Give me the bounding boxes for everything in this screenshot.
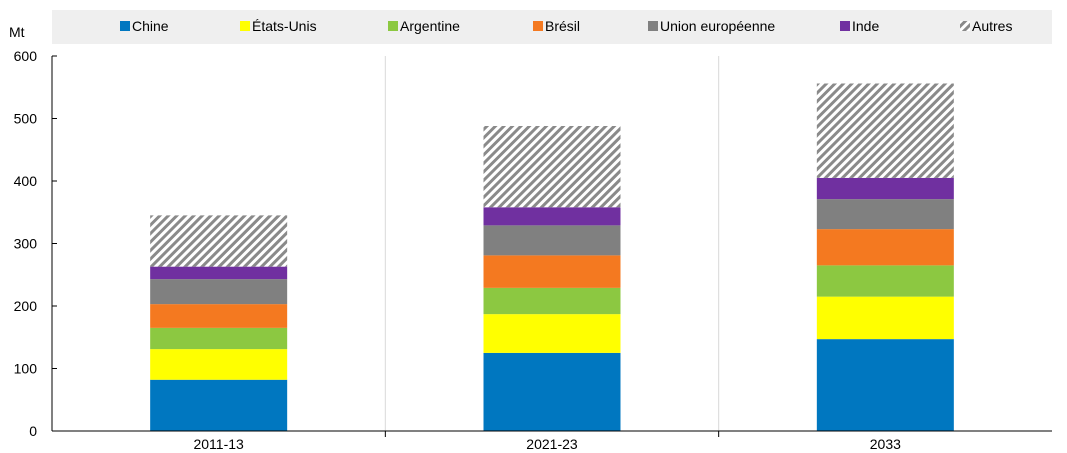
legend-swatch-autres	[960, 21, 970, 31]
bar-bresil-2021-23	[483, 255, 621, 288]
bar-chine-2021-23	[483, 352, 621, 431]
legend-label-etats-unis: États-Unis	[252, 18, 317, 34]
bar-etats-unis-2011-13	[150, 349, 288, 380]
bar-autres-2011-13	[150, 215, 288, 267]
legend-swatch-argentine	[388, 21, 398, 31]
legend-label-inde: Inde	[852, 18, 879, 34]
y-tick-label: 200	[14, 298, 38, 314]
bar-union-europeenne-2011-13	[150, 279, 288, 305]
y-tick-label: 300	[14, 236, 38, 252]
legend-swatch-bresil	[533, 21, 543, 31]
legend-label-autres: Autres	[972, 18, 1012, 34]
y-tick-label: 0	[29, 423, 37, 439]
bar-inde-2021-23	[483, 207, 621, 226]
legend-label-argentine: Argentine	[400, 18, 460, 34]
axes	[51, 55, 1052, 437]
legend-swatch-inde	[840, 21, 850, 31]
bar-bresil-2033	[816, 229, 954, 266]
bar-inde-2011-13	[150, 266, 288, 280]
bar-inde-2033	[816, 177, 954, 200]
bar-autres-2021-23	[483, 126, 621, 208]
x-tick-label: 2033	[870, 436, 901, 452]
bars	[150, 83, 954, 431]
legend-label-bresil: Brésil	[545, 18, 580, 34]
bar-chine-2033	[816, 339, 954, 431]
y-tick-label: 400	[14, 173, 38, 189]
legend-swatch-etats-unis	[240, 21, 250, 31]
bar-etats-unis-2021-23	[483, 314, 621, 353]
grid-lines	[384, 56, 720, 431]
bar-etats-unis-2033	[816, 296, 954, 340]
legend-label-union-europeenne: Union européenne	[660, 18, 775, 34]
y-tick-labels: 0 100 200 300 400 500 600	[14, 48, 38, 439]
y-tick-label: 600	[14, 48, 38, 64]
y-tick-label: 100	[14, 361, 38, 377]
legend-label-chine: Chine	[132, 18, 169, 34]
x-tick-label: 2011-13	[193, 436, 244, 452]
bar-chine-2011-13	[150, 379, 288, 431]
bar-argentine-2011-13	[150, 327, 288, 350]
legend-background	[52, 10, 1052, 44]
bar-autres-2033	[816, 83, 954, 178]
y-tick-label: 500	[14, 111, 38, 127]
legend: Chine États-Unis Argentine Brésil Union euro…	[52, 10, 1052, 44]
bar-argentine-2033	[816, 265, 954, 297]
bar-union-europeenne-2021-23	[483, 225, 621, 256]
legend-swatch-chine	[120, 21, 130, 31]
bar-bresil-2011-13	[150, 304, 288, 328]
bar-union-europeenne-2033	[816, 199, 954, 230]
legend-swatch-union-europeenne	[648, 21, 658, 31]
x-tick-label: 2021-23	[526, 436, 578, 452]
x-tick-labels: 2011-13 2021-23 2033	[193, 436, 901, 452]
bar-argentine-2021-23	[483, 287, 621, 315]
y-axis-label: Mt	[9, 24, 25, 40]
